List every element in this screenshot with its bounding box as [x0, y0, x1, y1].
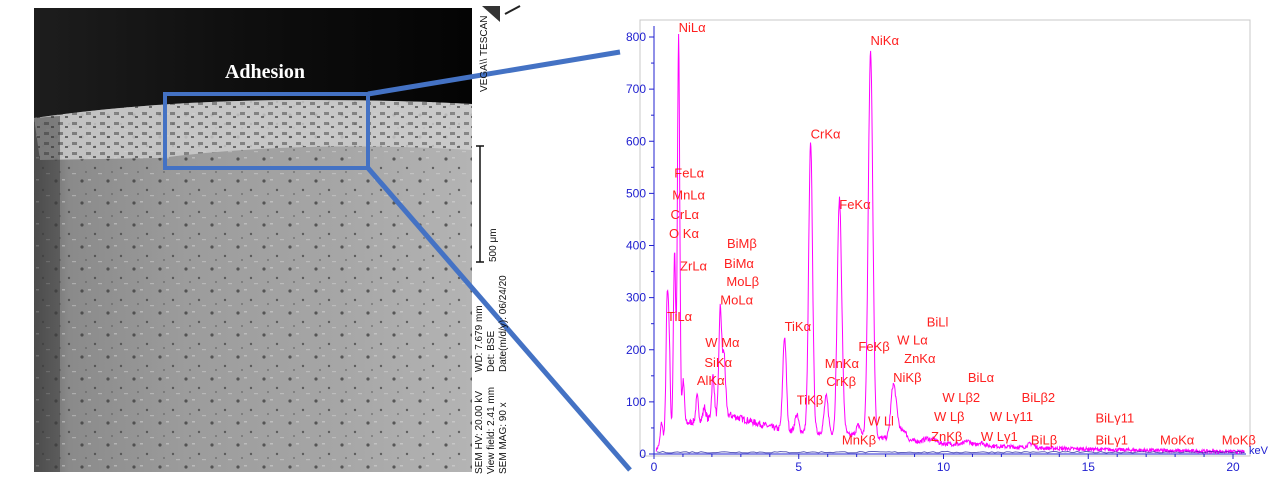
x-tick-label: 0 [651, 460, 658, 474]
peak-label: AlKα [697, 373, 725, 388]
metadata-mag: SEM MAG: 90 x [498, 402, 509, 474]
peak-label: MnKα [825, 356, 860, 371]
sem-coating-rim [34, 100, 472, 160]
peak-label: CrLα [671, 207, 700, 222]
peak-label: ZnKα [904, 351, 936, 366]
sem-info-strip [472, 0, 502, 479]
peak-label: BiLγ11 [1095, 411, 1134, 426]
sem-logo: VEGA\\ TESCAN [479, 5, 521, 92]
metadata-wd: WD: 7.679 mm [474, 305, 485, 372]
adhesion-label: Adhesion [225, 61, 305, 83]
peak-label: SiKα [704, 355, 732, 370]
peak-label: NiLα [679, 20, 707, 35]
peak-label: MnLα [672, 188, 705, 203]
y-tick-label: 200 [626, 343, 646, 357]
peak-label: BiMβ [727, 236, 757, 251]
x-axis-unit-label: keV [1249, 445, 1269, 457]
peak-label: W Ll [868, 413, 894, 428]
peak-labels: NiLα FeLα MnLα CrLα O Kα ZrLα TiLα BiMβ BiMα MoLβ… [667, 20, 1256, 448]
peak-label: BiLl [927, 314, 949, 329]
peak-label: BiLβ [1031, 433, 1057, 448]
peak-label: BiLα [968, 370, 995, 385]
peak-label: FeLα [674, 166, 704, 181]
metadata-detector: Det: BSE [486, 331, 497, 372]
peak-label: W Mα [705, 335, 740, 350]
peak-label: MnKβ [842, 433, 876, 448]
peak-label: MoLα [720, 292, 753, 307]
x-tick-label: 10 [937, 460, 951, 474]
y-tick-label: 300 [626, 291, 646, 305]
x-tick-label: 15 [1082, 460, 1096, 474]
peak-label: CrKα [811, 127, 841, 142]
y-tick-label: 100 [626, 395, 646, 409]
peak-label: TiKβ [797, 392, 824, 407]
y-tick-label: 800 [626, 30, 646, 44]
zoom-line-top [367, 49, 621, 97]
metadata-view-field: View field: 2.41 mm [486, 387, 497, 474]
spectrum-line [655, 33, 1245, 456]
peak-label: CrKβ [826, 374, 856, 389]
metadata-hv: SEM HV: 20.00 kV [474, 391, 485, 474]
y-tick-label: 700 [626, 82, 646, 96]
peak-label: BiLβ2 [1022, 390, 1056, 405]
peak-label: W Lα [897, 333, 928, 348]
x-tick-label: 5 [795, 460, 802, 474]
peak-label: NiKα [871, 33, 900, 48]
peak-label: O Kα [669, 226, 699, 241]
sem-image: Adhesion VEGA\\ TESCAN 500 μm SEM HV: 20… [0, 0, 632, 479]
plot-area [639, 19, 1251, 457]
peak-label: ZnKβ [931, 429, 962, 444]
peak-label: FeKβ [858, 339, 889, 354]
peak-label: ZrLα [680, 259, 708, 274]
peak-label: W Lβ2 [942, 390, 980, 405]
sem-cylinder-edge-shadow [34, 116, 60, 472]
peak-label: TiLα [667, 309, 693, 324]
y-tick-label: 600 [626, 134, 646, 148]
peak-label: MoKβ [1222, 433, 1256, 448]
metadata-date: Date(m/d/y): 06/24/20 [498, 275, 509, 372]
scale-bar: 500 μm [476, 145, 499, 263]
peak-label: W Lβ [934, 409, 965, 424]
y-tick-label: 0 [639, 447, 646, 461]
y-tick-label: 400 [626, 239, 646, 253]
peak-label: NiKβ [893, 370, 921, 385]
sem-cylinder-texture [34, 100, 472, 472]
peak-label: W Lγ1 [981, 429, 1018, 444]
peak-label: BiLγ1 [1095, 433, 1128, 448]
adhesion-highlight-box [163, 92, 370, 170]
logo-mark [504, 5, 521, 15]
peak-label: MoLβ [726, 274, 759, 289]
logo-text: VEGA\\ TESCAN [479, 15, 490, 92]
scale-bar-label: 500 μm [488, 228, 499, 262]
baseline-trace [656, 450, 1245, 454]
peak-label: FeKα [839, 197, 871, 212]
peak-label: W Lγ11 [990, 409, 1033, 424]
x-tick-label: 20 [1226, 460, 1240, 474]
y-tick-label: 500 [626, 186, 646, 200]
peak-label: TiKα [785, 319, 812, 334]
peak-label: BiMα [724, 256, 754, 271]
logo-icon [482, 6, 500, 22]
spectrum-group [655, 33, 1245, 456]
sem-metadata: SEM HV: 20.00 kV View field: 2.41 mm SEM… [474, 275, 509, 474]
zoom-line-bottom [366, 166, 632, 472]
peak-label: MoKα [1160, 433, 1195, 448]
